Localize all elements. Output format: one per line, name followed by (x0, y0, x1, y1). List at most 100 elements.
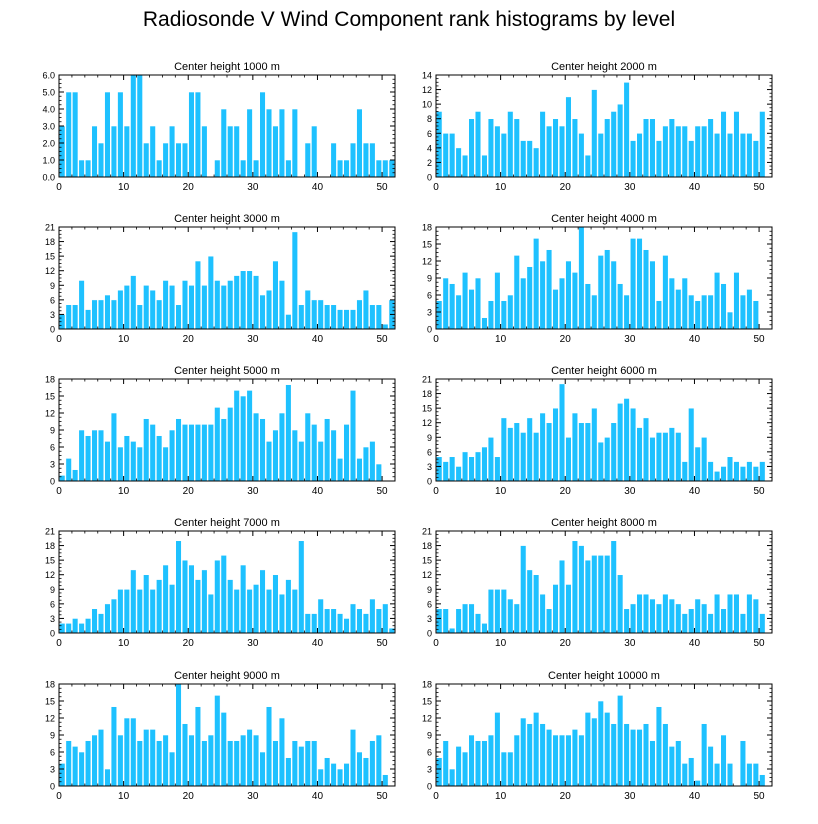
histogram-bar (487, 436, 495, 482)
histogram-bar (449, 627, 456, 634)
histogram-bar (246, 270, 253, 330)
histogram-bar (162, 280, 169, 330)
histogram-bar (578, 132, 585, 178)
histogram-bar (136, 446, 143, 482)
histogram-bar (110, 598, 118, 634)
histogram-bar (201, 284, 208, 330)
x-tick-label: 40 (312, 791, 324, 802)
histogram-bar (713, 272, 721, 330)
x-tick-label: 0 (433, 334, 439, 345)
histogram-bar (382, 603, 389, 634)
histogram-bar (143, 284, 150, 330)
histogram-bar (162, 564, 169, 634)
x-tick-label: 30 (247, 182, 259, 193)
histogram-bar (272, 574, 279, 634)
histogram-bar (565, 584, 572, 634)
histogram-bar (571, 412, 579, 482)
y-tick-label: 5.0 (42, 88, 55, 98)
histogram-bar (688, 608, 695, 634)
histogram-bar (752, 466, 759, 482)
histogram-bar (343, 618, 350, 634)
histogram-bar (91, 299, 98, 330)
histogram-bar (649, 118, 656, 178)
histogram-bar (369, 740, 376, 787)
histogram-bar (324, 418, 331, 482)
y-tick-label: 0 (50, 629, 55, 639)
histogram-bar (726, 763, 734, 787)
histogram-bar (117, 588, 124, 634)
histogram-bar (291, 740, 298, 787)
histogram-bar (336, 159, 344, 178)
histogram-bar (526, 723, 533, 787)
histogram-bar (233, 588, 240, 634)
histogram-bar (701, 723, 708, 787)
y-tick-label: 12 (422, 714, 432, 724)
y-tick-label: 8 (427, 114, 432, 124)
histogram-bar (117, 446, 124, 482)
histogram-bar (91, 125, 98, 178)
histogram-bar (636, 729, 643, 787)
x-tick-label: 0 (433, 791, 439, 802)
histogram-bar (343, 763, 350, 787)
y-tick-label: 15 (45, 392, 55, 402)
histogram-bar (304, 289, 311, 330)
x-tick-label: 10 (495, 182, 507, 193)
histogram-bar (642, 593, 650, 634)
histogram-bar (78, 429, 85, 482)
histogram-bar (265, 441, 273, 482)
y-tick-label: 2 (427, 158, 432, 168)
histogram-bar (227, 579, 234, 634)
histogram-bar (720, 111, 727, 178)
histogram-bar (240, 270, 247, 330)
y-tick-label: 18 (422, 389, 432, 399)
histogram-bar (330, 142, 337, 178)
histogram-bar (636, 238, 643, 330)
y-tick-label: 0.0 (42, 173, 55, 183)
histogram-bar (311, 740, 318, 787)
histogram-bar (278, 280, 286, 330)
x-tick-label: 50 (754, 182, 766, 193)
histogram-bar (474, 740, 482, 787)
histogram-bar (317, 299, 324, 330)
histogram-bar (78, 751, 85, 787)
histogram-bar (752, 140, 759, 178)
y-tick-label: 6 (50, 443, 55, 453)
histogram-bar (694, 598, 701, 634)
histogram-bar (494, 712, 501, 787)
histogram-bar (500, 300, 507, 330)
histogram-bar (584, 559, 591, 634)
histogram-bar (233, 390, 240, 482)
y-tick-label: 6 (427, 599, 432, 609)
histogram-panel: Center height 9000 m 0 10 20 30 40 50 0 3 6 9 12 15 1… (45, 670, 396, 802)
y-tick-label: 0 (427, 325, 432, 335)
y-tick-label: 3 (427, 614, 432, 624)
histogram-bar (162, 734, 169, 787)
histogram-bar (311, 299, 318, 330)
x-tick-label: 30 (624, 638, 636, 649)
histogram-bar (181, 559, 189, 634)
histogram-bar (597, 255, 604, 330)
histogram-bar (455, 608, 462, 634)
histogram-bar (558, 383, 566, 482)
histogram-panel: Center height 10000 m 0 10 20 30 40 50 0 3 6 9 12 15… (422, 670, 773, 802)
histogram-bar (343, 424, 350, 482)
histogram-bar (533, 147, 540, 178)
histogram-bar (526, 140, 533, 178)
histogram-bar (298, 441, 305, 482)
histogram-bar (707, 294, 714, 330)
histogram-bar (539, 412, 546, 482)
histogram-bar (149, 125, 156, 178)
histogram-bar (481, 154, 488, 178)
x-tick-label: 20 (560, 486, 572, 497)
histogram-panel: Center height 2000 m 0 10 20 30 40 50 0 2 4 6 8 10 12… (422, 61, 773, 193)
histogram-bar (220, 712, 227, 787)
histogram-bar (668, 598, 675, 634)
histogram-bar (369, 441, 376, 482)
histogram-bar (455, 147, 462, 178)
histogram-bar (675, 603, 682, 634)
histogram-bar (65, 458, 72, 482)
y-tick-label: 0 (427, 629, 432, 639)
histogram-bar (72, 91, 79, 178)
y-tick-label: 21 (422, 527, 432, 537)
histogram-bar (617, 695, 624, 787)
